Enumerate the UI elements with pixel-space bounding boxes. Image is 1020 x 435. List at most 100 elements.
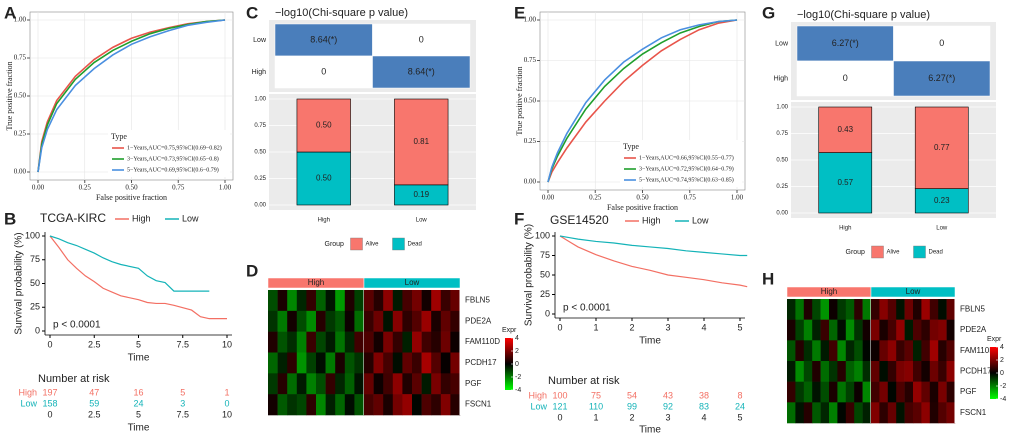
heat-cell bbox=[803, 381, 813, 403]
tile bbox=[893, 25, 991, 62]
heat-cell bbox=[845, 402, 855, 424]
bar-label: 0.50 bbox=[316, 174, 332, 183]
heat-cell bbox=[392, 310, 403, 332]
x-axis-label: False positive fraction bbox=[96, 193, 167, 202]
legend-label: Low bbox=[182, 213, 199, 223]
heat-cell bbox=[325, 331, 336, 353]
heat-cell bbox=[887, 319, 897, 341]
heat-cell bbox=[795, 402, 805, 424]
legend-label: Dead bbox=[929, 250, 943, 256]
heat-cell bbox=[837, 381, 847, 403]
y-tick-label: 50 bbox=[540, 269, 550, 279]
heat-cell bbox=[287, 310, 298, 332]
gene-label: FAM110D bbox=[960, 346, 995, 355]
heat-cell bbox=[795, 381, 805, 403]
heat-cell bbox=[879, 340, 889, 362]
risk-row-label: High bbox=[18, 387, 37, 397]
heat-cell bbox=[887, 299, 897, 320]
heat-cell bbox=[402, 310, 413, 332]
heat-cell bbox=[412, 310, 422, 332]
heat-cell bbox=[829, 319, 838, 341]
heat-cell bbox=[316, 373, 326, 395]
heat-cell bbox=[287, 373, 298, 395]
risk-x-tick-label: 2.5 bbox=[88, 409, 101, 419]
heat-cell bbox=[306, 352, 317, 374]
roc-curve bbox=[547, 19, 738, 183]
group-label: Low bbox=[906, 287, 921, 296]
gene-label: FSCN1 bbox=[960, 408, 987, 417]
heat-cell bbox=[871, 340, 880, 362]
heat-cell bbox=[787, 340, 796, 362]
x-tick-label: 7.5 bbox=[176, 339, 189, 349]
heat-cell bbox=[354, 352, 365, 374]
color-tick-label: 2 bbox=[1000, 357, 1004, 364]
tile-label: 0 bbox=[321, 66, 326, 76]
bar-segment bbox=[818, 152, 873, 214]
y-tick-label: 0.50 bbox=[524, 97, 537, 105]
x-tick-label: 2 bbox=[629, 322, 634, 332]
heat-cell bbox=[837, 340, 847, 362]
row-label: High bbox=[252, 69, 267, 76]
risk-count: 75 bbox=[591, 390, 601, 400]
heat-cell bbox=[344, 352, 355, 374]
y-tick-label: 0.75 bbox=[14, 54, 27, 62]
heat-cell bbox=[896, 402, 905, 424]
heat-cell bbox=[862, 340, 872, 362]
heat-cell bbox=[929, 299, 939, 320]
group-label: High bbox=[821, 287, 837, 296]
risk-count: 0 bbox=[224, 398, 229, 408]
y-tick-label: 1.00 bbox=[776, 105, 788, 111]
x-tick-label: 5 bbox=[136, 339, 141, 349]
x-tick-label: 0 bbox=[557, 322, 562, 332]
x-tick-label: 3 bbox=[665, 322, 670, 332]
legend-box bbox=[108, 130, 230, 177]
heat-cell bbox=[364, 290, 374, 312]
heat-cell bbox=[896, 340, 905, 362]
heat-cell bbox=[803, 299, 813, 320]
heat-cell bbox=[837, 361, 847, 382]
heat-cell bbox=[431, 352, 442, 374]
x-tick-label: Low bbox=[936, 226, 948, 232]
heat-cell bbox=[296, 290, 307, 312]
heat-cell bbox=[287, 290, 298, 312]
bar-segment bbox=[296, 98, 351, 153]
panel-label: G bbox=[762, 3, 775, 22]
y-axis-label: True positive fraction bbox=[515, 66, 524, 135]
x-axis-label: Time bbox=[639, 336, 661, 347]
heat-cell bbox=[412, 331, 422, 353]
bar-label: 0.77 bbox=[934, 143, 950, 152]
x-tick-label: 0.00 bbox=[32, 184, 45, 192]
gene-label: PDE2A bbox=[960, 325, 987, 334]
legend-swatch bbox=[392, 237, 405, 251]
risk-count: 5 bbox=[180, 387, 185, 397]
heat-cell bbox=[325, 310, 336, 332]
heat-cell bbox=[450, 290, 461, 312]
heat-cell bbox=[440, 310, 451, 332]
heat-cell bbox=[837, 402, 847, 424]
survival-curve bbox=[49, 235, 227, 320]
color-tick-label: -4 bbox=[1000, 396, 1006, 403]
heat-cell bbox=[795, 319, 805, 341]
risk-count: 16 bbox=[133, 387, 143, 397]
heat-cell bbox=[268, 331, 278, 353]
heat-cell bbox=[316, 394, 326, 416]
heat-cell bbox=[812, 299, 821, 320]
risk-x-tick-label: 4 bbox=[701, 412, 706, 422]
heat-cell bbox=[277, 290, 288, 312]
row-label: Low bbox=[775, 40, 789, 47]
heat-cell bbox=[450, 310, 461, 332]
color-tick-label: 0 bbox=[1000, 370, 1004, 377]
heat-cell bbox=[871, 402, 880, 424]
roc-curve bbox=[37, 19, 226, 173]
group-bar bbox=[363, 277, 461, 289]
bar-label: 0.57 bbox=[837, 178, 853, 187]
legend-label: Dead bbox=[408, 242, 422, 248]
heat-cell bbox=[373, 394, 384, 416]
heat-cell bbox=[896, 361, 905, 382]
heat-cell bbox=[344, 331, 355, 353]
heat-cell bbox=[431, 373, 442, 395]
heat-cell bbox=[820, 340, 830, 362]
color-tick-label: 4 bbox=[1000, 344, 1004, 351]
risk-count: 24 bbox=[133, 398, 143, 408]
heat-cell bbox=[862, 381, 872, 403]
